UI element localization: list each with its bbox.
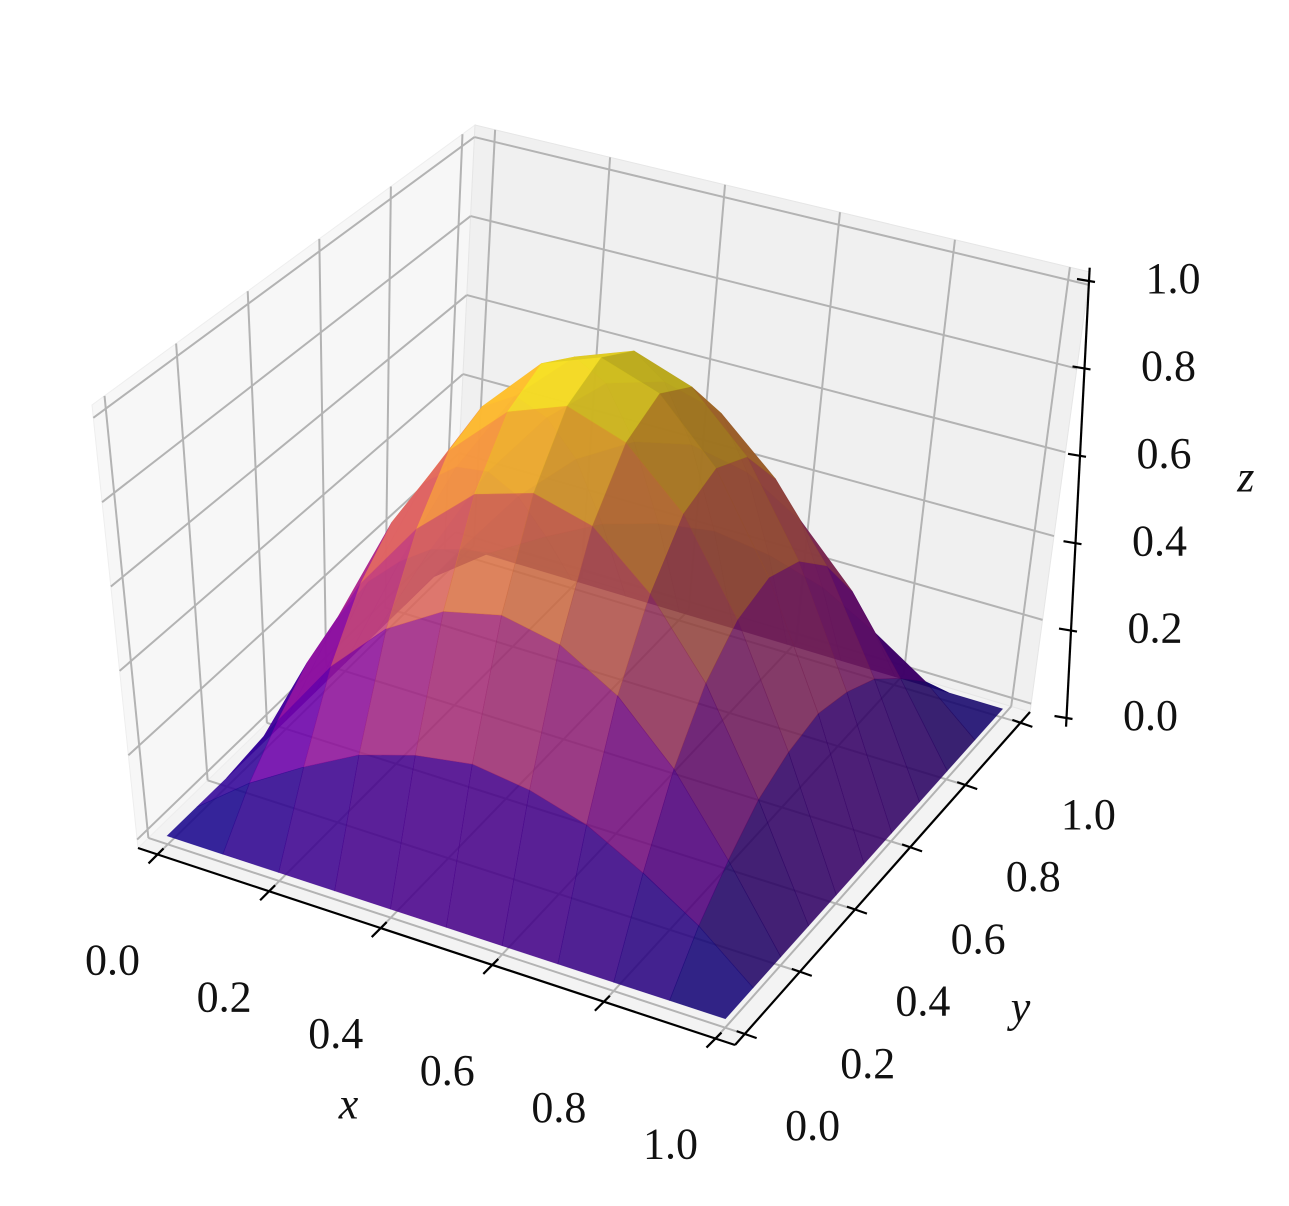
grid-line (110, 294, 468, 588)
x-tick (594, 994, 611, 1012)
y-tick-label: 0.0 (785, 1101, 840, 1150)
z-tick (1072, 365, 1091, 371)
z-tick (1054, 714, 1073, 721)
z-tick-label: 0.6 (1137, 429, 1192, 478)
z-tick-label: 0.8 (1141, 341, 1196, 390)
x-tick-label: 0.8 (531, 1083, 586, 1132)
axes: 0.00.20.40.60.81.0 0.00.20.40.60.81.00.00… (85, 254, 1254, 1169)
x-tick-label: 0.0 (85, 936, 140, 985)
grid-line (474, 136, 1089, 286)
grid-line (103, 395, 150, 839)
y-tick (956, 781, 978, 791)
x-tick-label: 0.4 (308, 1009, 363, 1058)
x-tick-label: 0.2 (197, 972, 252, 1021)
x-axis-line (137, 846, 736, 1047)
x-tick (482, 958, 500, 975)
grid-line (902, 239, 956, 675)
surface-face (669, 925, 754, 1020)
x-tick (147, 847, 165, 865)
z-axis-line (1064, 267, 1091, 727)
z-axis-title: z (1236, 453, 1254, 502)
z-tick (1067, 452, 1087, 458)
y-tick-label: 0.6 (951, 914, 1006, 963)
grid-line (127, 452, 460, 756)
x-tick-label: 1.0 (643, 1120, 698, 1169)
z-tick-label: 0.4 (1132, 516, 1187, 565)
x-tick (705, 1031, 723, 1049)
grid-line (148, 836, 745, 1036)
grid-line (101, 215, 472, 503)
y-tick (901, 843, 923, 853)
z-tick (1063, 540, 1082, 546)
x-tick (370, 921, 388, 938)
y-tick (791, 967, 813, 977)
surface-face (559, 525, 651, 697)
grid-line (470, 215, 1078, 370)
surface (166, 350, 1004, 1020)
y-tick-label: 1.0 (1061, 790, 1116, 839)
y-tick-label: 0.4 (895, 977, 950, 1026)
z-tick-label: 0.0 (1123, 691, 1178, 740)
x-axis-title: x (338, 1080, 359, 1129)
grid-line (1010, 267, 1071, 707)
y-tick (846, 905, 868, 915)
z-tick (1076, 277, 1096, 284)
y-axis-line (734, 711, 1031, 1046)
z-tick-label: 1.0 (1146, 254, 1201, 303)
z-tick (1058, 627, 1078, 633)
grid-line (318, 238, 328, 666)
grid-line (466, 294, 1066, 454)
z-tick-label: 0.2 (1128, 604, 1183, 653)
grid-line (118, 373, 464, 672)
y-tick-label: 0.2 (840, 1039, 895, 1088)
y-tick (736, 1030, 758, 1040)
grid-line (714, 705, 1012, 1040)
grid-line (92, 136, 476, 419)
x-tick-label: 0.6 (420, 1046, 475, 1095)
grid-line (175, 343, 209, 781)
y-tick-label: 0.8 (1006, 852, 1061, 901)
grid-line (246, 291, 268, 723)
x-tick (259, 884, 276, 902)
y-axis-title: y (1007, 983, 1031, 1032)
y-tick (1011, 718, 1033, 728)
